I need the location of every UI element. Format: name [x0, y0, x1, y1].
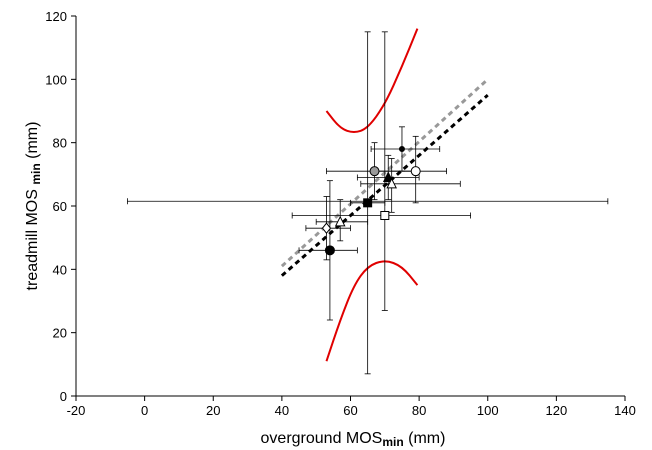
- y-tick-label: 100: [45, 72, 67, 87]
- x-tick-label: 80: [412, 403, 426, 418]
- y-tick-label: 120: [45, 9, 67, 24]
- y-tick-label: 80: [53, 136, 67, 151]
- data-point-triangle: [334, 215, 346, 227]
- x-tick-label: 120: [546, 403, 568, 418]
- x-axis-title: overground MOSmin (mm): [261, 430, 446, 449]
- x-tick-label: 60: [343, 403, 357, 418]
- error-bar-4: [374, 135, 447, 204]
- x-tick-label: 100: [477, 403, 499, 418]
- data-point-circle: [410, 166, 421, 177]
- x-tick-label: 40: [275, 403, 289, 418]
- confidence-band-upper: [325, 28, 419, 133]
- confidence-bands: [325, 28, 419, 362]
- x-tick-label: 0: [141, 403, 148, 418]
- x-tick-label: 20: [206, 403, 220, 418]
- data-point-triangle: [386, 177, 397, 189]
- data-point-square: [363, 198, 373, 208]
- data-points: [321, 146, 421, 256]
- data-point-circle: [324, 245, 335, 256]
- data-point-circle: [369, 166, 380, 177]
- x-tick-label: 140: [614, 403, 636, 418]
- x-tick-label: -20: [67, 403, 86, 418]
- data-point-diamond: [321, 222, 332, 234]
- y-tick-label: 40: [53, 262, 67, 277]
- y-tick-label: 20: [53, 326, 67, 341]
- y-tick-label: 60: [53, 199, 67, 214]
- data-point-triangle: [382, 171, 394, 182]
- data-point-circle-small: [398, 146, 405, 152]
- y-axis-title: treadmill MOS min (mm): [24, 122, 43, 291]
- data-point-square: [380, 211, 390, 220]
- y-tick-label: 0: [60, 389, 67, 404]
- error-bars: [127, 31, 609, 375]
- confidence-band-lower: [325, 260, 419, 362]
